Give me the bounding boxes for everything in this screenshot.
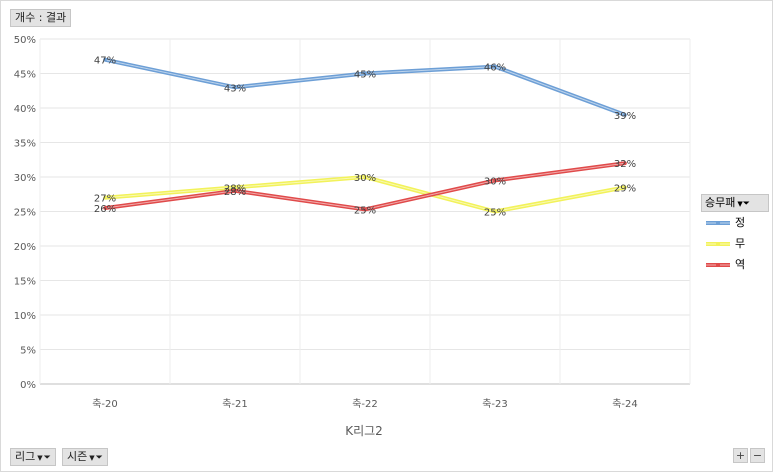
season-filter-button[interactable]: 시즌 ▼⏷ [62, 448, 108, 466]
data-label-역: 28% [224, 187, 246, 198]
y-tick-label: 35% [14, 139, 36, 150]
values-field-label: 개수 : 결과 [15, 11, 67, 24]
y-tick-label: 50% [14, 35, 36, 46]
data-label-역: 32% [614, 159, 636, 170]
legend-item-정[interactable]: 정 [701, 212, 769, 233]
expand-plus-button[interactable]: + [733, 448, 748, 463]
dropdown-arrow-icon: ▼ [37, 454, 43, 462]
legend-label: 역 [735, 258, 746, 271]
data-point-역[interactable] [363, 207, 367, 212]
legend-item-무[interactable]: 무 [701, 233, 769, 254]
data-point-역[interactable] [493, 178, 497, 183]
legend-swatch [706, 220, 730, 225]
data-point-무[interactable] [103, 195, 107, 200]
data-label-정: 46% [484, 63, 506, 74]
data-label-역: 26% [94, 204, 116, 215]
y-tick-label: 15% [14, 277, 36, 288]
data-point-무[interactable] [363, 175, 367, 179]
season-filter-label: 시즌 [67, 450, 88, 463]
legend-swatch [706, 262, 730, 267]
values-field-button[interactable]: 개수 : 결과 [10, 9, 72, 27]
y-tick-label: 5% [20, 346, 36, 357]
data-point-무[interactable] [493, 209, 497, 214]
y-tick-label: 40% [14, 104, 36, 115]
y-tick-label: 30% [14, 173, 36, 184]
data-point-역[interactable] [103, 206, 107, 210]
data-point-정[interactable] [623, 113, 627, 117]
filter-funnel-icon: ⏷ [43, 453, 51, 463]
x-tick-label: 축-24 [612, 398, 638, 410]
data-label-무: 30% [354, 173, 376, 184]
data-point-정[interactable] [103, 57, 107, 62]
data-point-역[interactable] [233, 189, 237, 193]
data-label-정: 43% [224, 83, 246, 94]
series-line-정 [104, 57, 626, 117]
dropdown-arrow-icon: ▼ [89, 454, 95, 462]
legend-swatch [706, 241, 730, 246]
y-tick-label: 10% [14, 311, 36, 322]
y-tick-label: 0% [20, 380, 36, 391]
data-point-정[interactable] [233, 85, 237, 90]
data-label-정: 39% [614, 111, 636, 122]
data-label-무: 27% [94, 194, 116, 205]
legend-item-역[interactable]: 역 [701, 254, 769, 275]
legend-field-button[interactable]: 승무패 ▼⏷ [701, 194, 769, 212]
data-point-정[interactable] [493, 64, 497, 69]
dropdown-arrow-icon: ▼ [737, 200, 743, 208]
data-point-정[interactable] [363, 71, 367, 76]
x-tick-label: 축-20 [92, 398, 118, 410]
legend-label: 무 [735, 237, 746, 250]
data-label-역: 25% [354, 205, 376, 216]
data-point-역[interactable] [623, 161, 627, 165]
x-tick-label: 축-22 [352, 398, 378, 410]
x-tick-label: 축-21 [222, 398, 248, 410]
data-label-무: 29% [614, 183, 636, 194]
legend-label: 정 [735, 216, 746, 229]
y-tick-label: 25% [14, 208, 36, 219]
x-axis-title: K리그2 [345, 424, 383, 438]
y-tick-label: 20% [14, 242, 36, 253]
data-point-무[interactable] [623, 185, 627, 190]
legend-field-label: 승무패 [705, 196, 736, 209]
data-label-정: 45% [354, 70, 376, 81]
league-filter-label: 리그 [15, 450, 36, 463]
data-label-무: 25% [484, 208, 506, 219]
filter-funnel-icon: ⏷ [742, 199, 750, 209]
filter-funnel-icon: ⏷ [95, 453, 103, 463]
data-label-무: 28% [224, 183, 246, 194]
collapse-minus-button[interactable]: − [750, 448, 765, 463]
x-tick-label: 축-23 [482, 398, 508, 410]
data-point-무[interactable] [233, 185, 237, 190]
league-filter-button[interactable]: 리그 ▼⏷ [10, 448, 56, 466]
data-label-정: 47% [94, 56, 116, 67]
y-tick-label: 45% [14, 70, 36, 81]
data-label-역: 30% [484, 176, 506, 187]
